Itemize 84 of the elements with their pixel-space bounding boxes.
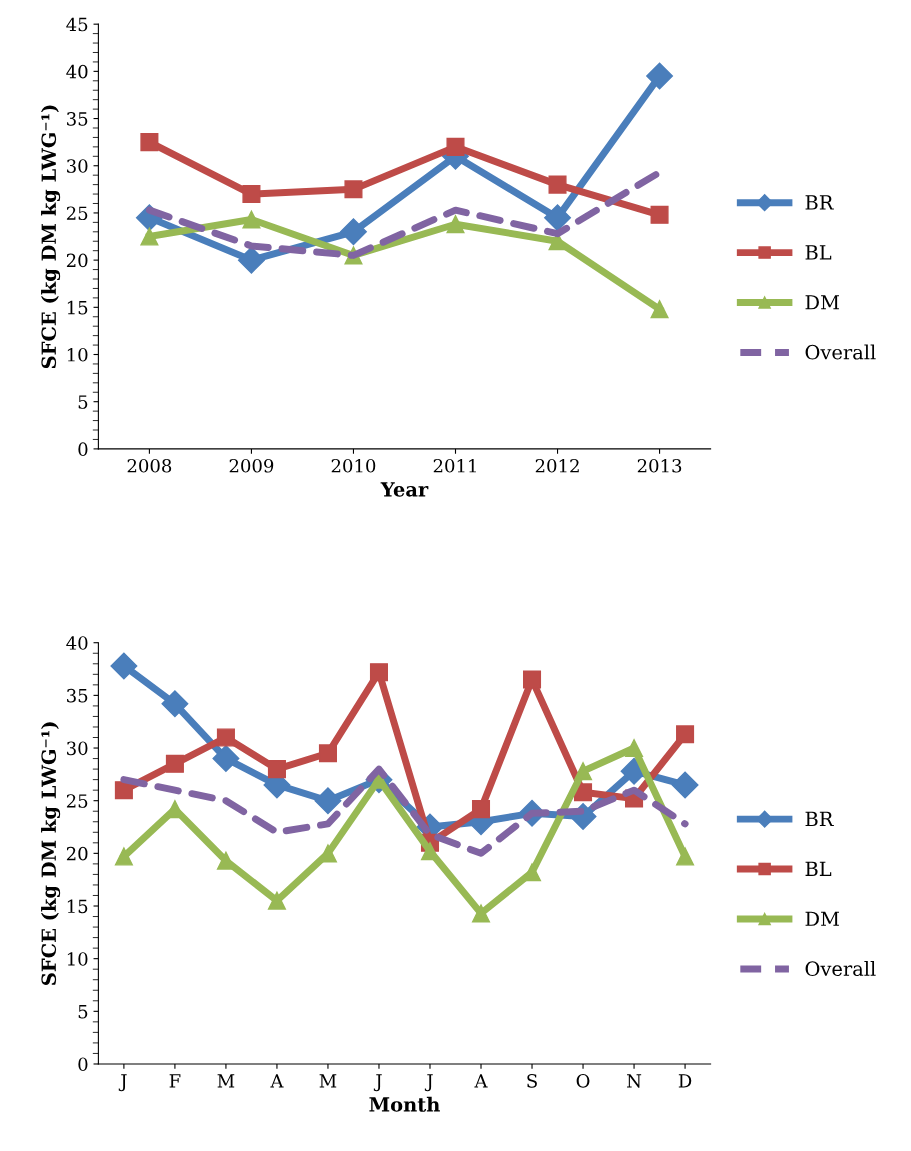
y-tick-label: 5 xyxy=(78,1005,88,1019)
point xyxy=(625,739,644,758)
y-tick-label: 30 xyxy=(67,741,88,756)
legend-label: Overall xyxy=(805,960,876,977)
point xyxy=(237,246,265,274)
point xyxy=(522,670,542,689)
y-tick-label: 45 xyxy=(66,17,88,32)
point xyxy=(548,175,567,194)
point xyxy=(344,180,363,199)
legend-label: BL xyxy=(805,861,832,876)
x-tick-label: 2013 xyxy=(637,458,682,473)
x-tick-label: M xyxy=(217,1074,235,1088)
point xyxy=(471,904,491,923)
legend-label: DM xyxy=(805,295,839,310)
point xyxy=(114,781,133,800)
x-tick-label: N xyxy=(627,1074,642,1088)
point xyxy=(110,652,138,680)
legend-label: BR xyxy=(805,811,834,826)
point xyxy=(650,205,669,224)
point xyxy=(242,185,261,204)
y-tick-label: 10 xyxy=(67,952,88,966)
point xyxy=(574,762,593,781)
x-tick-label: S xyxy=(527,1074,537,1088)
legend-label: DM xyxy=(805,911,839,926)
y-tick-label: 25 xyxy=(66,206,88,221)
y-tick-label: 5 xyxy=(78,395,88,409)
point xyxy=(212,745,240,773)
point xyxy=(216,728,235,747)
point xyxy=(165,754,184,773)
x-tick-label: M xyxy=(319,1074,337,1088)
point xyxy=(161,690,189,718)
legend-label: BL xyxy=(805,245,832,260)
x-axis-title: Year xyxy=(380,482,429,497)
point xyxy=(471,800,491,819)
y-tick-label: 0 xyxy=(78,442,88,457)
y-tick-label: 30 xyxy=(67,159,88,173)
point xyxy=(369,663,389,682)
x-tick-label: 2011 xyxy=(433,458,476,473)
y-axis-title: SFCE (kg DM kg LWG⁻¹) xyxy=(41,105,61,369)
x-tick-label: 2009 xyxy=(229,458,274,473)
x-axis-title: Month xyxy=(369,1096,440,1112)
point xyxy=(446,215,465,234)
y-axis-title: SFCE (kg DM kg LWG⁻¹) xyxy=(41,722,61,985)
point xyxy=(267,891,286,910)
y-tick-label: 0 xyxy=(78,1057,88,1072)
y-tick-label: 20 xyxy=(66,253,88,268)
point xyxy=(114,847,133,866)
point xyxy=(676,847,695,866)
point xyxy=(267,760,286,779)
x-tick-label: 2012 xyxy=(535,458,579,473)
y-tick-label: 25 xyxy=(66,794,88,808)
point xyxy=(544,204,571,232)
x-tick-label: J xyxy=(424,1074,433,1092)
x-tick-label: J xyxy=(373,1074,382,1092)
point xyxy=(650,300,669,319)
y-tick-label: 40 xyxy=(66,636,88,650)
y-tick-label: 20 xyxy=(66,846,88,861)
y-tick-label: 15 xyxy=(67,300,88,315)
y-tick-label: 15 xyxy=(67,899,88,914)
x-tick-label: 2010 xyxy=(331,458,376,473)
point xyxy=(340,218,367,246)
y-tick-label: 40 xyxy=(66,64,88,79)
point xyxy=(446,137,465,156)
y-tick-label: 10 xyxy=(67,347,88,362)
x-tick-label: A xyxy=(474,1074,488,1088)
point xyxy=(314,787,342,815)
y-tick-label: 35 xyxy=(67,688,88,703)
y-tick-label: 35 xyxy=(67,112,88,126)
point xyxy=(420,842,440,861)
x-tick-label: F xyxy=(169,1074,181,1088)
x-tick-label: A xyxy=(270,1074,284,1088)
legend-label: BR xyxy=(805,195,834,210)
x-tick-label: O xyxy=(576,1074,590,1088)
point xyxy=(318,744,337,763)
legend-label: Overall xyxy=(805,344,876,360)
point xyxy=(676,725,695,744)
point xyxy=(140,133,159,152)
point xyxy=(646,62,674,90)
x-tick-label: D xyxy=(678,1074,692,1088)
point xyxy=(140,227,159,246)
point xyxy=(671,771,699,799)
point xyxy=(242,210,261,229)
x-tick-label: J xyxy=(118,1074,127,1092)
x-tick-label: 2008 xyxy=(127,458,172,473)
